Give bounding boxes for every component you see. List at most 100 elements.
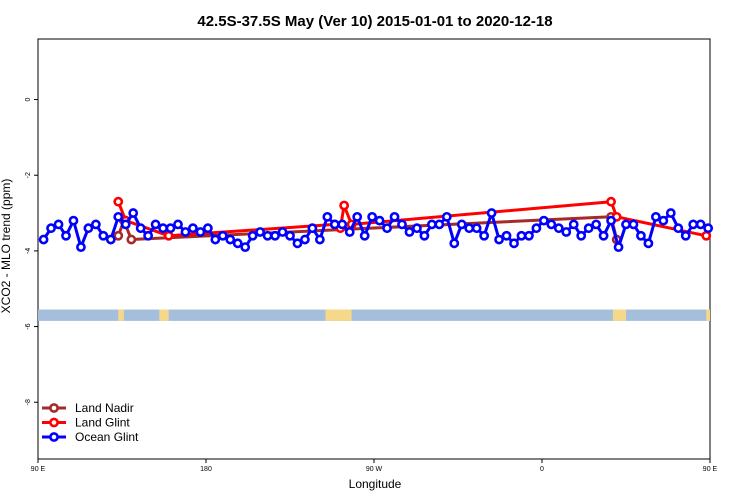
- data-point: [546, 219, 557, 230]
- data-point: [524, 230, 534, 241]
- data-point: [650, 211, 661, 222]
- data-point: [568, 219, 579, 230]
- data-point: [606, 196, 616, 207]
- data-point: [255, 227, 266, 237]
- data-point: [90, 219, 101, 230]
- data-point: [163, 230, 174, 241]
- data-point: [270, 230, 280, 241]
- x-axis-ticks: 90 E 180 90 W 0 90 E: [31, 459, 718, 473]
- data-point: [83, 223, 94, 234]
- data-point: [314, 234, 325, 245]
- data-point: [128, 208, 139, 218]
- data-point: [643, 238, 654, 249]
- data-point: [404, 227, 415, 237]
- data-point: [46, 223, 56, 234]
- legend-item: Land Glint: [42, 416, 130, 430]
- data-point: [374, 215, 385, 226]
- data-point: [441, 211, 452, 222]
- data-point: [173, 219, 183, 230]
- data-point: [225, 234, 236, 245]
- y-tick-label: -6: [25, 323, 32, 329]
- data-point: [591, 219, 602, 230]
- data-point: [397, 219, 407, 230]
- data-point: [606, 215, 616, 226]
- data-point: [344, 227, 355, 237]
- data-point: [126, 234, 137, 245]
- land-band-segment: [325, 309, 352, 321]
- data-point: [53, 219, 64, 230]
- y-axis-ticks: 0 -2 -4 -6 -8: [25, 97, 38, 405]
- legend-label: Land Nadir: [75, 401, 134, 415]
- x-tick-label: 90 E: [31, 466, 46, 473]
- data-point: [210, 234, 221, 245]
- data-point: [150, 219, 161, 230]
- data-point: [113, 211, 124, 222]
- data-point: [471, 223, 482, 234]
- data-point: [561, 227, 572, 237]
- data-point: [583, 223, 594, 234]
- data-point: [636, 230, 646, 241]
- data-point: [277, 227, 288, 237]
- data-point: [120, 219, 131, 230]
- surface-band: [38, 309, 710, 321]
- data-point: [188, 223, 198, 234]
- data-point: [359, 230, 370, 241]
- x-tick-label: 90 W: [366, 466, 383, 473]
- y-tick-label: 0: [25, 97, 32, 101]
- data-point: [38, 234, 49, 245]
- data-point: [232, 238, 243, 249]
- y-tick-label: -4: [25, 248, 32, 254]
- data-point: [538, 215, 549, 226]
- data-point: [143, 230, 154, 241]
- data-point: [680, 230, 691, 241]
- data-point: [217, 230, 228, 241]
- data-point: [202, 223, 213, 234]
- data-point: [695, 219, 706, 230]
- data-point: [479, 230, 490, 241]
- data-point: [703, 223, 714, 234]
- data-point: [673, 223, 684, 234]
- data-point: [456, 219, 467, 230]
- data-point: [621, 219, 631, 230]
- data-point: [105, 234, 116, 245]
- data-point: [337, 219, 348, 230]
- data-point: [247, 230, 258, 241]
- data-point: [322, 211, 333, 222]
- data-point: [412, 223, 422, 234]
- data-point: [658, 215, 669, 226]
- x-tick-label: 180: [200, 466, 212, 473]
- data-point: [613, 242, 624, 253]
- data-point: [628, 219, 639, 230]
- data-point: [464, 223, 475, 234]
- data-point: [516, 230, 527, 241]
- data-point: [486, 208, 497, 218]
- data-point: [300, 234, 310, 245]
- data-point: [158, 223, 168, 234]
- legend-item: Land Nadir: [42, 401, 134, 415]
- series-ocean-glint: [38, 208, 714, 253]
- data-point: [339, 200, 350, 211]
- land-band-segment: [706, 309, 710, 321]
- legend-item: Ocean Glint: [42, 430, 139, 444]
- data-point: [285, 230, 295, 241]
- data-point: [367, 211, 378, 222]
- data-point: [195, 227, 206, 237]
- plot-area-border: [37, 38, 711, 460]
- data-point: [98, 230, 109, 241]
- data-point: [553, 223, 564, 234]
- data-point: [501, 230, 512, 241]
- data-point: [180, 227, 191, 237]
- data-point: [598, 230, 609, 241]
- data-point: [419, 230, 430, 241]
- data-point: [434, 219, 445, 230]
- data-point: [389, 211, 400, 222]
- data-point: [531, 223, 542, 234]
- data-point: [449, 238, 460, 249]
- data-point: [665, 208, 676, 218]
- data-point: [165, 223, 176, 234]
- x-tick-label: 0: [540, 466, 544, 473]
- data-point: [701, 230, 712, 241]
- data-point: [426, 219, 437, 230]
